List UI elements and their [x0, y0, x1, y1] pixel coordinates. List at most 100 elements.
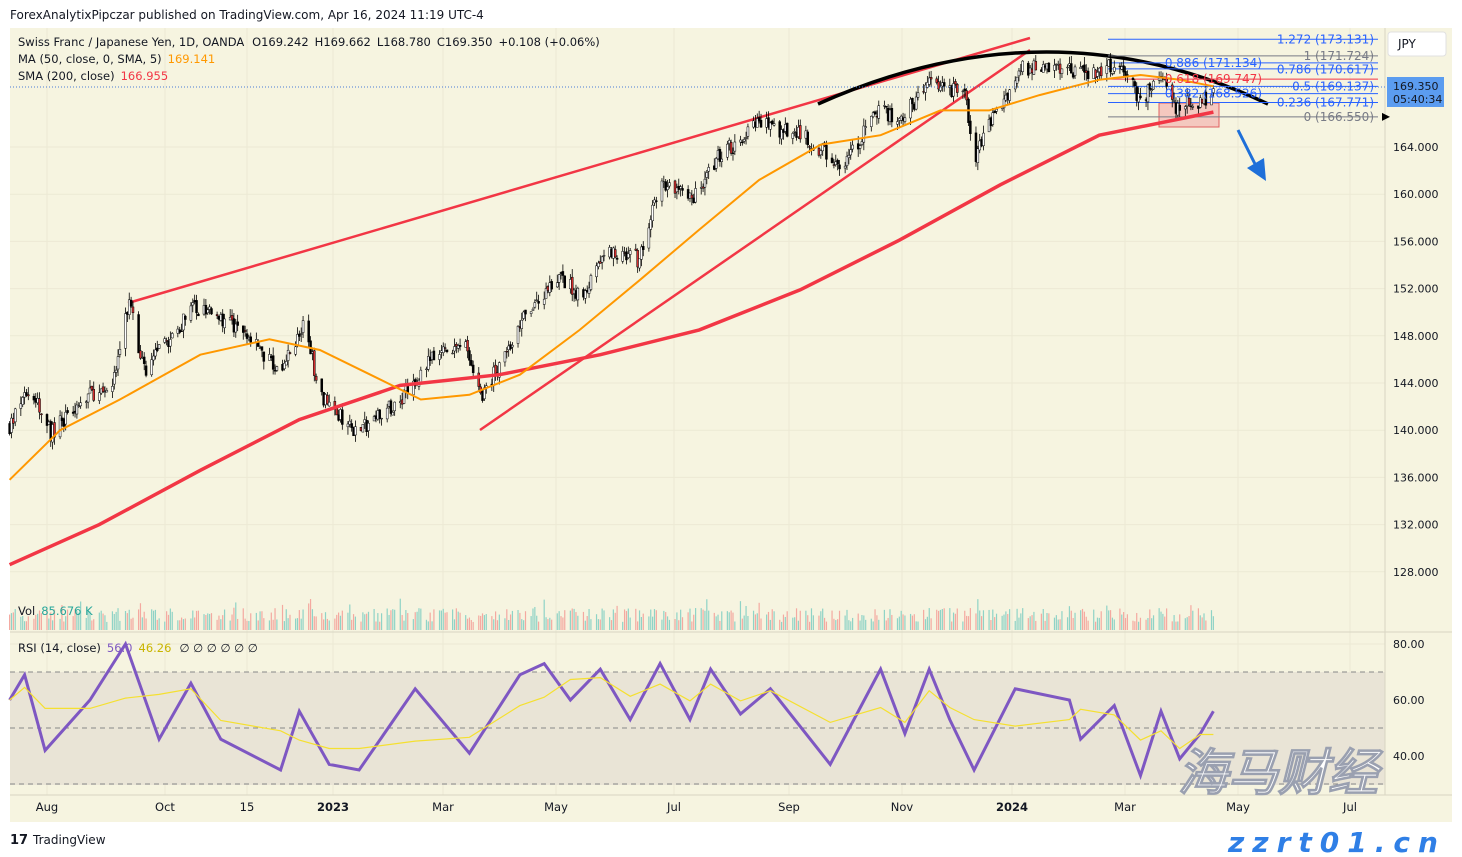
candle [283, 362, 286, 370]
volume-bar [35, 614, 37, 630]
time-axis[interactable]: Aug Oct 15 2023 Mar May Jul Sep Nov 2024 Mar May Jul [36, 800, 1357, 814]
candle [883, 105, 886, 107]
time-tick: May [544, 800, 568, 814]
volume-bar [465, 615, 467, 630]
time-tick: Aug [36, 800, 58, 814]
volume-bar [823, 617, 826, 630]
volume-bar [1175, 621, 1177, 630]
volume-bar [732, 612, 734, 630]
legend-ma[interactable]: MA (50, close, 0, SMA, 5) 169.141 [18, 52, 215, 66]
volume-bar [257, 620, 259, 630]
down-arrow-icon[interactable] [1236, 129, 1266, 181]
candle [516, 325, 520, 344]
volume-bar [865, 619, 867, 630]
candle [561, 271, 565, 276]
legend-rsi[interactable]: RSI (14, close) 56.0 46.26 ∅ ∅ ∅ ∅ ∅ ∅ [18, 641, 258, 655]
price-tick: 148.000 [1393, 330, 1439, 343]
time-tick: Sep [778, 800, 800, 814]
candle [759, 119, 763, 128]
volume-bar [809, 621, 811, 630]
candle [995, 109, 998, 112]
time-tick: 2024 [996, 800, 1028, 814]
candle [570, 276, 574, 295]
tradingview-logo[interactable]: 17 TradingView [10, 833, 106, 848]
candle [982, 132, 985, 146]
price-tick: 132.000 [1393, 519, 1439, 532]
lower-trendline[interactable] [479, 48, 1031, 432]
candle [1150, 89, 1153, 92]
support-zone-box[interactable] [1158, 102, 1220, 128]
candle [419, 369, 423, 383]
candle [243, 330, 247, 332]
candle [942, 82, 946, 87]
volume-bar [1171, 621, 1173, 630]
drawings[interactable] [127, 36, 1269, 432]
volume-bar [117, 608, 119, 630]
volume-bar [887, 617, 889, 630]
volume-bar [1124, 618, 1127, 630]
currency-button[interactable]: JPY [1387, 31, 1447, 57]
volume-bar [663, 610, 665, 630]
volume-bar [433, 609, 435, 630]
volume-bar [373, 608, 375, 630]
volume-bar [1152, 615, 1155, 630]
volume-bar [810, 608, 813, 630]
candle [299, 333, 303, 335]
candle [664, 181, 667, 191]
candle [346, 423, 350, 428]
volume-bar [509, 614, 512, 630]
candle [673, 180, 677, 194]
volume-bar [780, 621, 783, 630]
volume-bar [283, 621, 285, 630]
volume-bar [46, 609, 48, 630]
volume-bar [909, 613, 912, 630]
rsi-axis[interactable]: 80.00 60.00 40.00 [1393, 638, 1425, 763]
volume-bar [936, 609, 938, 630]
legend-volume[interactable]: Vol 85.676 K [18, 604, 93, 618]
bar-countdown: 05:40:34 [1393, 93, 1442, 106]
volume-bar [795, 608, 798, 630]
high-value: H169.662 [315, 35, 371, 49]
volume-bar [485, 614, 487, 630]
volume-bar [524, 611, 527, 630]
sma-value: 166.955 [121, 69, 169, 83]
candle [275, 366, 279, 371]
candle [1099, 66, 1103, 77]
candle [1047, 62, 1051, 72]
candle [195, 300, 198, 314]
volume-bar [420, 608, 422, 630]
candle [1184, 106, 1187, 110]
candle [602, 255, 606, 257]
rsi-ma-line [9, 676, 1214, 750]
volume-bar [93, 619, 95, 630]
volume-bar [590, 619, 592, 630]
volume-bar [1205, 620, 1207, 630]
legend-sma[interactable]: SMA (200, close) 166.955 [18, 69, 168, 83]
candle [1191, 106, 1195, 108]
candle [939, 86, 942, 91]
volume-bar [1149, 609, 1151, 630]
volume-bar [76, 611, 78, 630]
volume-bar [179, 620, 181, 630]
volume-bar [784, 616, 786, 630]
candle [1058, 63, 1062, 74]
candle [40, 413, 43, 416]
volume-bar [726, 611, 728, 630]
price-axis[interactable]: 164.000 160.000 156.000 152.000 148.000 144.0… [1393, 141, 1439, 579]
volume-bar [248, 620, 250, 630]
volume-bar [412, 619, 414, 630]
volume-bar [756, 613, 758, 630]
candle [21, 397, 24, 405]
volume-bar [1044, 620, 1046, 630]
volume-bar [504, 618, 506, 630]
volume-bar [1134, 621, 1136, 630]
volume-bar [229, 620, 231, 630]
upper-trendline[interactable] [127, 36, 1031, 305]
volume-bar [547, 619, 549, 630]
ma-label: MA (50, close, 0, SMA, 5) [18, 52, 162, 66]
candle [154, 349, 157, 357]
volume-bar [216, 619, 218, 630]
candle [1212, 88, 1215, 93]
volume-bar [1035, 620, 1037, 630]
